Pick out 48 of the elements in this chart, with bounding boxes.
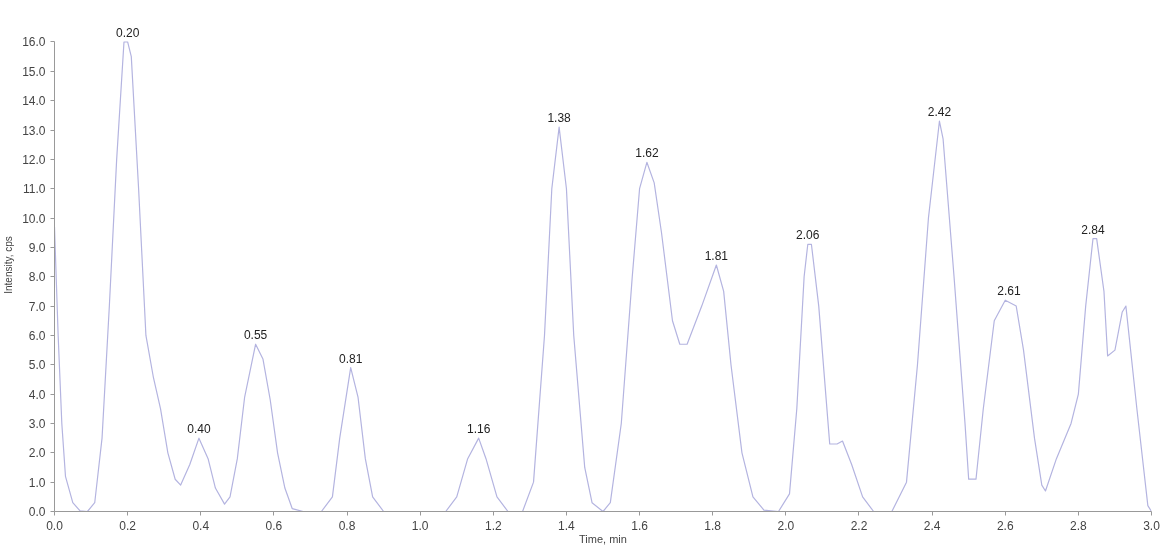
annotation: 0.81	[339, 351, 363, 366]
x-tick-label: 1.8	[704, 518, 722, 533]
x-tick-label: 1.4	[558, 518, 576, 533]
y-tick-label: 12.0	[22, 152, 46, 167]
annotation: 0.55	[243, 328, 268, 343]
x-tick-label: 2.2	[850, 518, 868, 533]
annotation: 1.16	[467, 422, 491, 437]
x-tick-label: 2.8	[1070, 518, 1088, 533]
y-tick-label: 5.0	[28, 358, 46, 373]
x-tick-label: 0.2	[119, 518, 137, 533]
annotation: 1.81	[704, 249, 729, 263]
annotation: 1.38	[547, 111, 572, 126]
y-tick-label: 11.0	[23, 182, 46, 197]
y-tick-label: 15.0	[22, 64, 46, 79]
annotation: 1.62	[635, 146, 659, 161]
annotation: 0.20	[115, 25, 140, 40]
annotation: 2.06	[796, 228, 820, 243]
line-series	[54, 41, 1152, 512]
annotation: 2.61	[997, 284, 1021, 299]
y-tick-label: 14.0	[22, 94, 46, 109]
y-tick-label: 13.0	[22, 123, 46, 138]
y-tick-label: 8.0	[28, 270, 46, 285]
x-tick-label: 1.0	[411, 518, 429, 533]
x-tick-label: 1.6	[631, 518, 649, 533]
x-tick-label: 3.0	[1143, 518, 1161, 533]
x-tick-label: 0.6	[265, 518, 283, 533]
annotation: 2.42	[927, 105, 952, 120]
x-tick-label: 0.8	[338, 518, 356, 533]
y-tick-label: 3.0	[28, 416, 46, 431]
y-tick-label: 2.0	[28, 446, 46, 461]
x-axis-title: Time, min	[579, 532, 627, 545]
y-tick-label: 10.0	[22, 211, 46, 226]
x-tick-label: 0.4	[192, 518, 210, 533]
y-tick-label: 0.0	[28, 505, 46, 519]
x-tick-label: 0.0	[46, 518, 64, 533]
y-tick-label: 1.0	[28, 475, 46, 490]
y-tick-label: 9.0	[28, 240, 46, 255]
y-axis-title: Intensity, cps	[3, 236, 15, 294]
x-tick-label: 2.0	[777, 518, 795, 533]
y-tick-label: 4.0	[28, 387, 46, 402]
y-tick-label: 16.0	[22, 35, 46, 50]
y-tick-label: 7.0	[28, 299, 46, 314]
x-tick-label: 2.4	[923, 518, 941, 533]
annotation: 2.84	[1081, 222, 1105, 237]
x-tick-label: 1.2	[484, 518, 502, 533]
y-tick-label: 6.0	[28, 328, 46, 343]
x-tick-label: 2.6	[996, 518, 1014, 533]
annotation: 0.40	[187, 422, 211, 437]
